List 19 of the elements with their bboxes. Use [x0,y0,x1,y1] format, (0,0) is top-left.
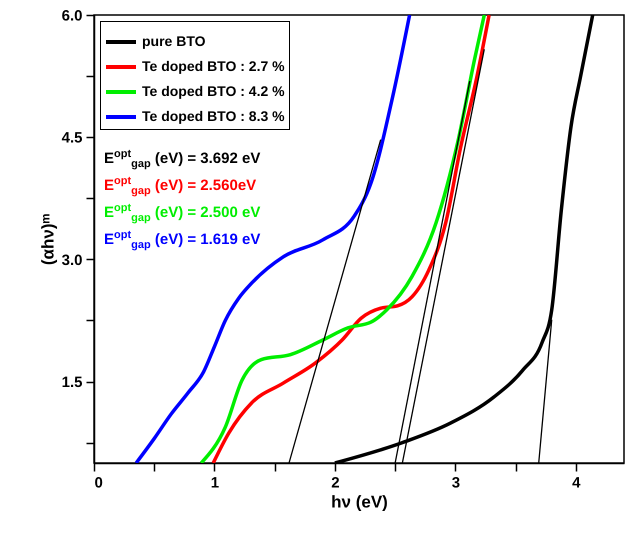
annotation: E$^{opt}$$_{gap}$ (eV) = 3.692 eV [104,148,260,170]
legend-label: pure BTO [142,33,206,49]
legend-label: Te doped BTO : 2.7 % [142,58,286,74]
x-tick-label: 2 [331,474,340,492]
x-axis-title: hν (eV) [331,492,388,512]
annotation: E$^{opt}$$_{gap}$ (eV) = 1.619 eV [104,229,260,253]
y-tick-label: 4.5 [62,130,82,147]
legend-label: Te doped BTO : 8.3 % [142,108,286,124]
annotation: E$^{opt}$$_{gap}$ (eV) = 2.500 eV [104,202,260,224]
x-tick-label: 3 [452,474,460,492]
y-tick-label: 1.5 [62,374,82,392]
annotation: E$^{opt}$$_{gap}$ (eV) = 2.560eV [104,175,256,197]
x-tick-label: 0 [94,474,103,492]
y-axis-title: (αhν)ᵐ [38,214,58,266]
legend-label: Te doped BTO : 4.2 % [142,83,286,99]
y-tick-label: 6.0 [62,8,82,24]
x-tick-label: 4 [572,474,582,492]
x-tick-label: 1 [210,474,220,492]
y-tick-label: 3.0 [62,252,82,269]
